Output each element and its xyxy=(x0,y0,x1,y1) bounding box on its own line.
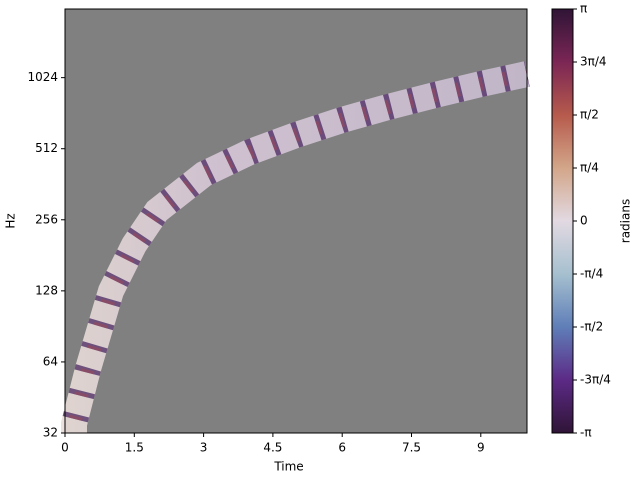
colorbar-tick-label: -3π/4 xyxy=(580,372,611,386)
x-tick-label: 7.5 xyxy=(402,441,421,455)
colorbar-tick-label: -π/2 xyxy=(580,320,603,334)
x-axis-label: Time xyxy=(273,460,303,474)
plot-frame xyxy=(64,8,528,434)
x-tick-label: 1.5 xyxy=(125,441,144,455)
chirp xyxy=(61,61,530,433)
colorbar-tick-label: π/2 xyxy=(580,107,599,121)
x-tick-label: 6 xyxy=(338,441,346,455)
colorbar-tick-label: π/4 xyxy=(580,160,599,174)
y-tick-label: 512 xyxy=(35,141,58,155)
colorbar-tick-label: 3π/4 xyxy=(580,55,607,69)
colorbar-tick-label: -π/4 xyxy=(580,267,603,281)
colorbar-tick-label: π xyxy=(580,2,587,16)
x-tick-label: 3 xyxy=(200,441,208,455)
heatmap-background xyxy=(65,9,527,433)
colorbar-tick-label: -π xyxy=(580,426,592,440)
x-tick-label: 4.5 xyxy=(263,441,282,455)
y-tick-label: 128 xyxy=(35,283,58,297)
y-tick-label: 32 xyxy=(43,426,58,440)
y-tick-label: 1024 xyxy=(27,70,58,84)
colorbar xyxy=(551,8,574,434)
colorbar-tick-label: 0 xyxy=(580,214,588,228)
y-tick-label: 256 xyxy=(35,212,58,226)
colorbar-label: radians xyxy=(619,199,633,243)
x-tick-label: 0 xyxy=(61,441,69,455)
y-axis-label: Hz xyxy=(4,213,18,228)
y-tick-label: 64 xyxy=(43,354,58,368)
x-tick-label: 9 xyxy=(477,441,485,455)
